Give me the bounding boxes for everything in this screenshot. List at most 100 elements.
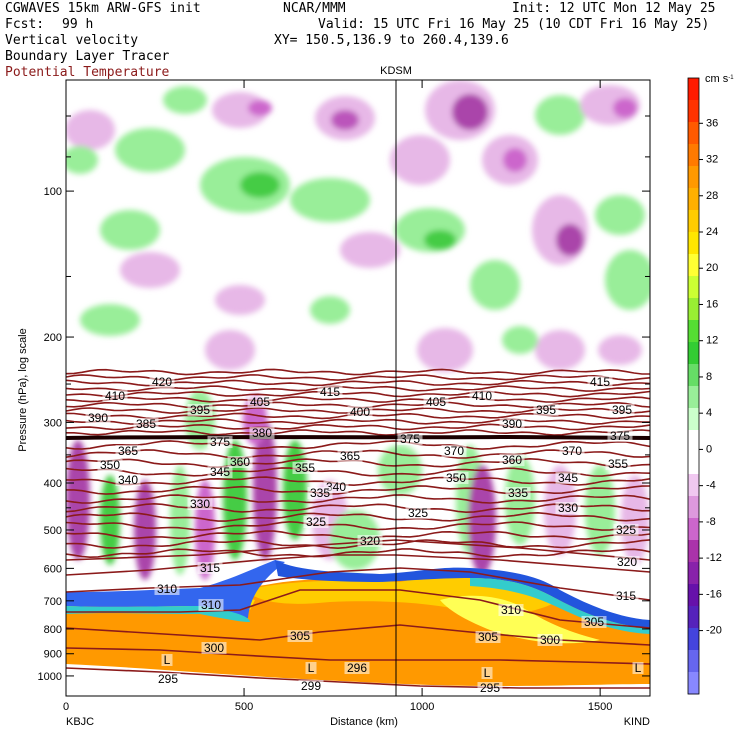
theta-label: 410 [105, 389, 125, 403]
colorbar-swatch [688, 210, 699, 233]
theta-label-bg [187, 404, 213, 416]
x-axis: 0 500 1000 1500 [63, 80, 612, 713]
colorbar-label: 4 [706, 407, 712, 419]
theta-label-bg [292, 462, 318, 474]
theta-label-bg [405, 507, 431, 519]
colorbar-swatch [688, 298, 699, 321]
y-tick-label: 1000 [38, 671, 62, 683]
station-left: KBJC [66, 716, 94, 728]
theta-label-bg [499, 454, 525, 466]
theta-label: 335 [508, 486, 528, 500]
theta-label: 380 [252, 426, 272, 440]
theta-label: 395 [612, 403, 632, 417]
colorbar: 36 32 28 24 20 16 12 8 4 0 -4 -8 -12 -16 -20 [687, 77, 722, 695]
theta-label: 345 [558, 471, 578, 485]
plot-area: 420 415 415 410 405 405 410 400 395 395 395 390 385 3… [66, 80, 650, 696]
theta-label-bg [307, 487, 333, 499]
colorbar-swatch [688, 78, 699, 101]
colorbar-swatch [688, 320, 699, 343]
theta-label: L [484, 666, 491, 680]
colorbar-unit: cm s-1 [705, 73, 734, 85]
colorbar-swatch [688, 496, 699, 519]
theta-label: 325 [616, 523, 636, 537]
theta-label: 390 [88, 411, 108, 425]
station-mid: KDSM [380, 65, 412, 77]
x-tick-label: 1500 [588, 701, 612, 713]
colorbar-label: 8 [706, 371, 712, 383]
colorbar-swatch [688, 276, 699, 299]
theta-label: 305 [584, 615, 604, 629]
colorbar-swatch [688, 254, 699, 277]
colorbar-swatch [688, 122, 699, 145]
theta-contour-line [66, 429, 650, 436]
theta-label: 370 [444, 444, 464, 458]
theta-contour-line [66, 511, 650, 522]
y-tick-label: 600 [44, 563, 62, 575]
station-right: KIND [624, 716, 650, 728]
theta-label-bg [201, 642, 227, 654]
theta-contour-line [66, 647, 650, 665]
theta-label: 375 [610, 429, 630, 443]
theta-label: 415 [590, 375, 610, 389]
theta-contour-line [66, 554, 650, 576]
colorbar-swatch [688, 672, 699, 695]
y-tick-label: 200 [44, 332, 62, 344]
theta-label-bg [559, 445, 585, 457]
y-tick-label: 700 [44, 596, 62, 608]
colorbar-swatch [688, 452, 699, 475]
theta-contour-line [66, 485, 650, 495]
theta-label-bg [505, 487, 531, 499]
theta-contour-line [66, 494, 650, 504]
theta-label: 310 [501, 603, 521, 617]
theta-label-bg [337, 450, 363, 462]
theta-label-bg [85, 412, 111, 424]
theta-label-bg [357, 535, 383, 547]
theta-label-bg [347, 406, 373, 418]
theta-label: 400 [350, 405, 370, 419]
theta-label: 385 [136, 417, 156, 431]
theta-label: 300 [204, 641, 224, 655]
theta-label-bg [499, 418, 525, 430]
colorbar-swatch [688, 584, 699, 607]
theta-label: 355 [295, 461, 315, 475]
theta-label-bg [555, 472, 581, 484]
velocity-shading-upper [66, 80, 650, 372]
theta-label-bg [207, 436, 233, 448]
forecast-label: Fcst: [5, 17, 45, 32]
theta-label-bg [423, 396, 449, 408]
colorbar-label: 24 [706, 226, 718, 238]
field-theta: Potential Temperature [5, 65, 170, 80]
theta-label-bg [481, 667, 493, 679]
theta-label-bg [441, 445, 467, 457]
colorbar-label: 20 [706, 262, 718, 274]
colorbar-swatch [688, 408, 699, 431]
theta-label-bg [207, 466, 233, 478]
theta-label: 305 [290, 629, 310, 643]
theta-label: 360 [502, 453, 522, 467]
colorbar-swatch [688, 232, 699, 255]
colorbar-label: -4 [706, 480, 716, 492]
theta-label-bg [227, 456, 253, 468]
theta-label: 295 [158, 672, 178, 686]
colorbar-label: -8 [706, 516, 716, 528]
theta-contour-line [66, 589, 650, 629]
theta-label: 305 [478, 630, 498, 644]
theta-label-bg [613, 590, 639, 602]
xy-range: XY= 150.5,136.9 to 260.4,139.6 [274, 33, 509, 48]
theta-label: 325 [306, 515, 326, 529]
theta-contour-line [66, 667, 650, 689]
theta-label-bg [537, 634, 563, 646]
colorbar-label: -16 [706, 588, 722, 600]
x-tick-label: 1000 [410, 701, 434, 713]
theta-label: 310 [157, 582, 177, 596]
theta-label: 375 [400, 432, 420, 446]
colorbar-swatch [688, 188, 699, 211]
colorbar-label: 16 [706, 298, 718, 310]
theta-label-bg [605, 458, 631, 470]
theta-labels: 420 415 415 410 405 405 410 400 395 395 395 390 385 3… [85, 375, 644, 695]
theta-label: 405 [426, 395, 446, 409]
theta-label-bg [614, 556, 640, 568]
theta-label-bg [154, 583, 180, 595]
theta-label: 420 [152, 375, 172, 389]
